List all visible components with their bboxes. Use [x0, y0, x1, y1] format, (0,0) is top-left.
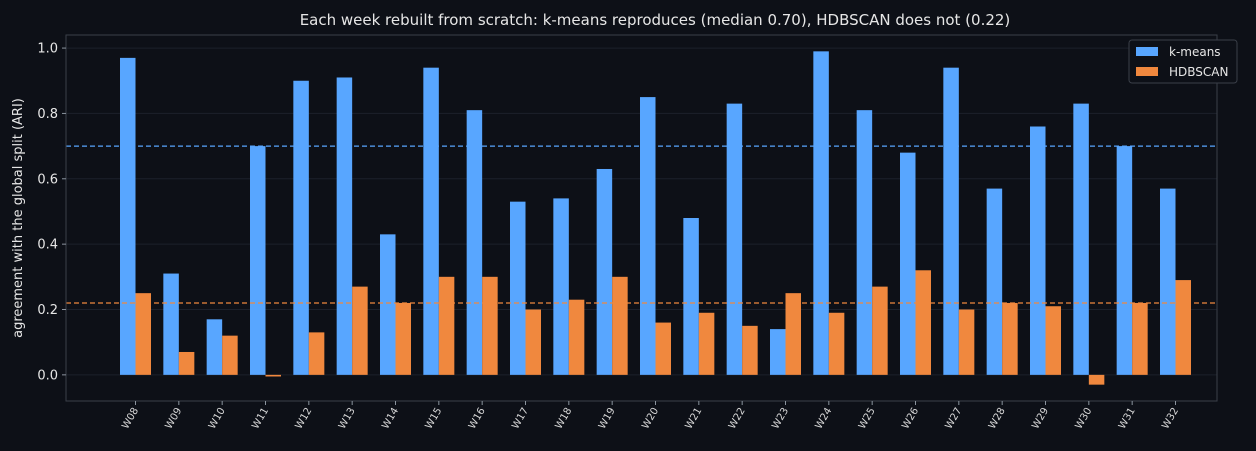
bar-k-means-w27	[943, 67, 959, 375]
x-tick-label: W09	[164, 406, 185, 431]
bar-k-means-w12	[293, 80, 309, 375]
legend: k-means HDBSCAN	[1128, 39, 1238, 84]
bar-hdbscan-w11	[265, 374, 281, 377]
bar-hdbscan-w08	[135, 293, 151, 375]
x-tick-label: W25	[857, 406, 878, 431]
bar-k-means-w30	[1073, 103, 1089, 375]
x-tick-label: W18	[554, 406, 575, 431]
bar-hdbscan-w14	[395, 302, 411, 375]
bar-k-means-w25	[856, 110, 873, 375]
bar-hdbscan-w09	[178, 351, 195, 375]
y-tick-label: 0.2	[37, 303, 58, 318]
bar-k-means-w16	[466, 110, 483, 375]
x-tick-label: W29	[1030, 406, 1051, 431]
bar-hdbscan-w10	[222, 335, 238, 375]
bar-hdbscan-w29	[1045, 306, 1061, 375]
bar-hdbscan-w20	[655, 322, 671, 375]
y-tick-label: 0.4	[37, 238, 58, 253]
bar-hdbscan-w26	[915, 270, 931, 375]
bar-hdbscan-w13	[352, 286, 368, 375]
x-tick-label: W24	[814, 406, 835, 431]
bar-hdbscan-w16	[482, 276, 498, 375]
x-tick-label: W08	[120, 406, 141, 431]
bar-k-means-w17	[510, 201, 526, 375]
bar-k-means-w19	[596, 168, 613, 375]
bar-k-means-w14	[380, 234, 396, 375]
bar-hdbscan-w25	[872, 286, 888, 375]
x-tick-label: W11	[250, 406, 271, 431]
bar-k-means-w20	[640, 97, 656, 375]
bar-k-means-w18	[553, 198, 569, 375]
bar-k-means-w08	[120, 57, 136, 375]
bar-k-means-w24	[813, 51, 829, 375]
bar-k-means-w26	[900, 152, 916, 375]
x-tick-label: W17	[510, 406, 531, 431]
x-tick-label: W32	[1160, 406, 1181, 431]
x-tick-label: W21	[684, 406, 705, 431]
bars-layer	[120, 51, 1191, 385]
bar-hdbscan-w28	[1002, 302, 1018, 375]
x-tick-label: W19	[597, 406, 618, 431]
legend-swatch-k-means	[1136, 47, 1158, 56]
x-tick-label: W23	[770, 406, 791, 431]
legend-label-hdbscan: HDBSCAN	[1169, 65, 1228, 79]
bar-hdbscan-w31	[1132, 302, 1148, 375]
x-tick-label: W28	[987, 406, 1008, 431]
x-tick-label: W12	[294, 406, 315, 431]
bar-k-means-w23	[770, 329, 786, 375]
plot-frame	[65, 34, 1218, 402]
bar-hdbscan-w21	[698, 312, 715, 375]
chart-title: Each week rebuilt from scratch: k-means …	[300, 11, 1011, 29]
bar-k-means-w31	[1116, 146, 1133, 375]
bar-k-means-w15	[423, 67, 439, 375]
bar-k-means-w11	[250, 146, 266, 375]
bar-hdbscan-w22	[742, 325, 758, 375]
bar-hdbscan-w19	[612, 276, 628, 375]
x-tick-label: W10	[207, 406, 228, 431]
y-axis-ticks: 0.0 0.2 0.4 0.6 0.8 1.0	[37, 42, 66, 383]
y-tick-label: 0.0	[37, 368, 58, 383]
bar-k-means-w09	[163, 273, 179, 375]
bar-k-means-w21	[683, 218, 699, 375]
y-tick-label: 0.8	[37, 107, 58, 122]
y-tick-label: 0.6	[37, 172, 58, 187]
bar-hdbscan-w27	[958, 309, 975, 375]
x-tick-label: W22	[727, 406, 748, 431]
bar-hdbscan-w12	[308, 332, 325, 375]
y-tick-label: 1.0	[37, 42, 58, 57]
x-tick-label: W27	[944, 406, 965, 431]
x-tick-label: W16	[467, 406, 488, 431]
bar-hdbscan-w15	[438, 276, 455, 375]
bar-k-means-w28	[986, 188, 1003, 375]
x-tick-label: W14	[380, 406, 401, 431]
legend-swatch-hdbscan	[1136, 67, 1158, 76]
bar-hdbscan-w18	[568, 299, 585, 375]
bar-hdbscan-w17	[525, 309, 541, 375]
y-axis-label: agreement with the global split (ARI)	[11, 98, 26, 338]
x-tick-label: W30	[1074, 406, 1095, 431]
x-tick-label: W20	[640, 406, 661, 431]
bar-hdbscan-w30	[1088, 374, 1105, 385]
bar-hdbscan-w23	[785, 293, 801, 375]
x-tick-label: W31	[1117, 406, 1138, 431]
bar-hdbscan-w32	[1175, 280, 1191, 375]
bar-k-means-w32	[1160, 188, 1176, 375]
bar-k-means-w29	[1030, 126, 1046, 375]
x-tick-label: W13	[337, 406, 358, 431]
x-tick-label: W15	[424, 406, 445, 431]
x-axis-ticks: W08 W09 W10 W11 W12 W13 W14 W15 W16 W17 W18 W19 W20 W…	[120, 401, 1181, 431]
bar-k-means-w22	[726, 103, 743, 375]
legend-label-k-means: k-means	[1169, 45, 1221, 59]
bar-hdbscan-w24	[828, 312, 845, 375]
bar-k-means-w10	[206, 319, 223, 375]
bar-k-means-w13	[336, 77, 353, 375]
x-tick-label: W26	[900, 406, 921, 431]
